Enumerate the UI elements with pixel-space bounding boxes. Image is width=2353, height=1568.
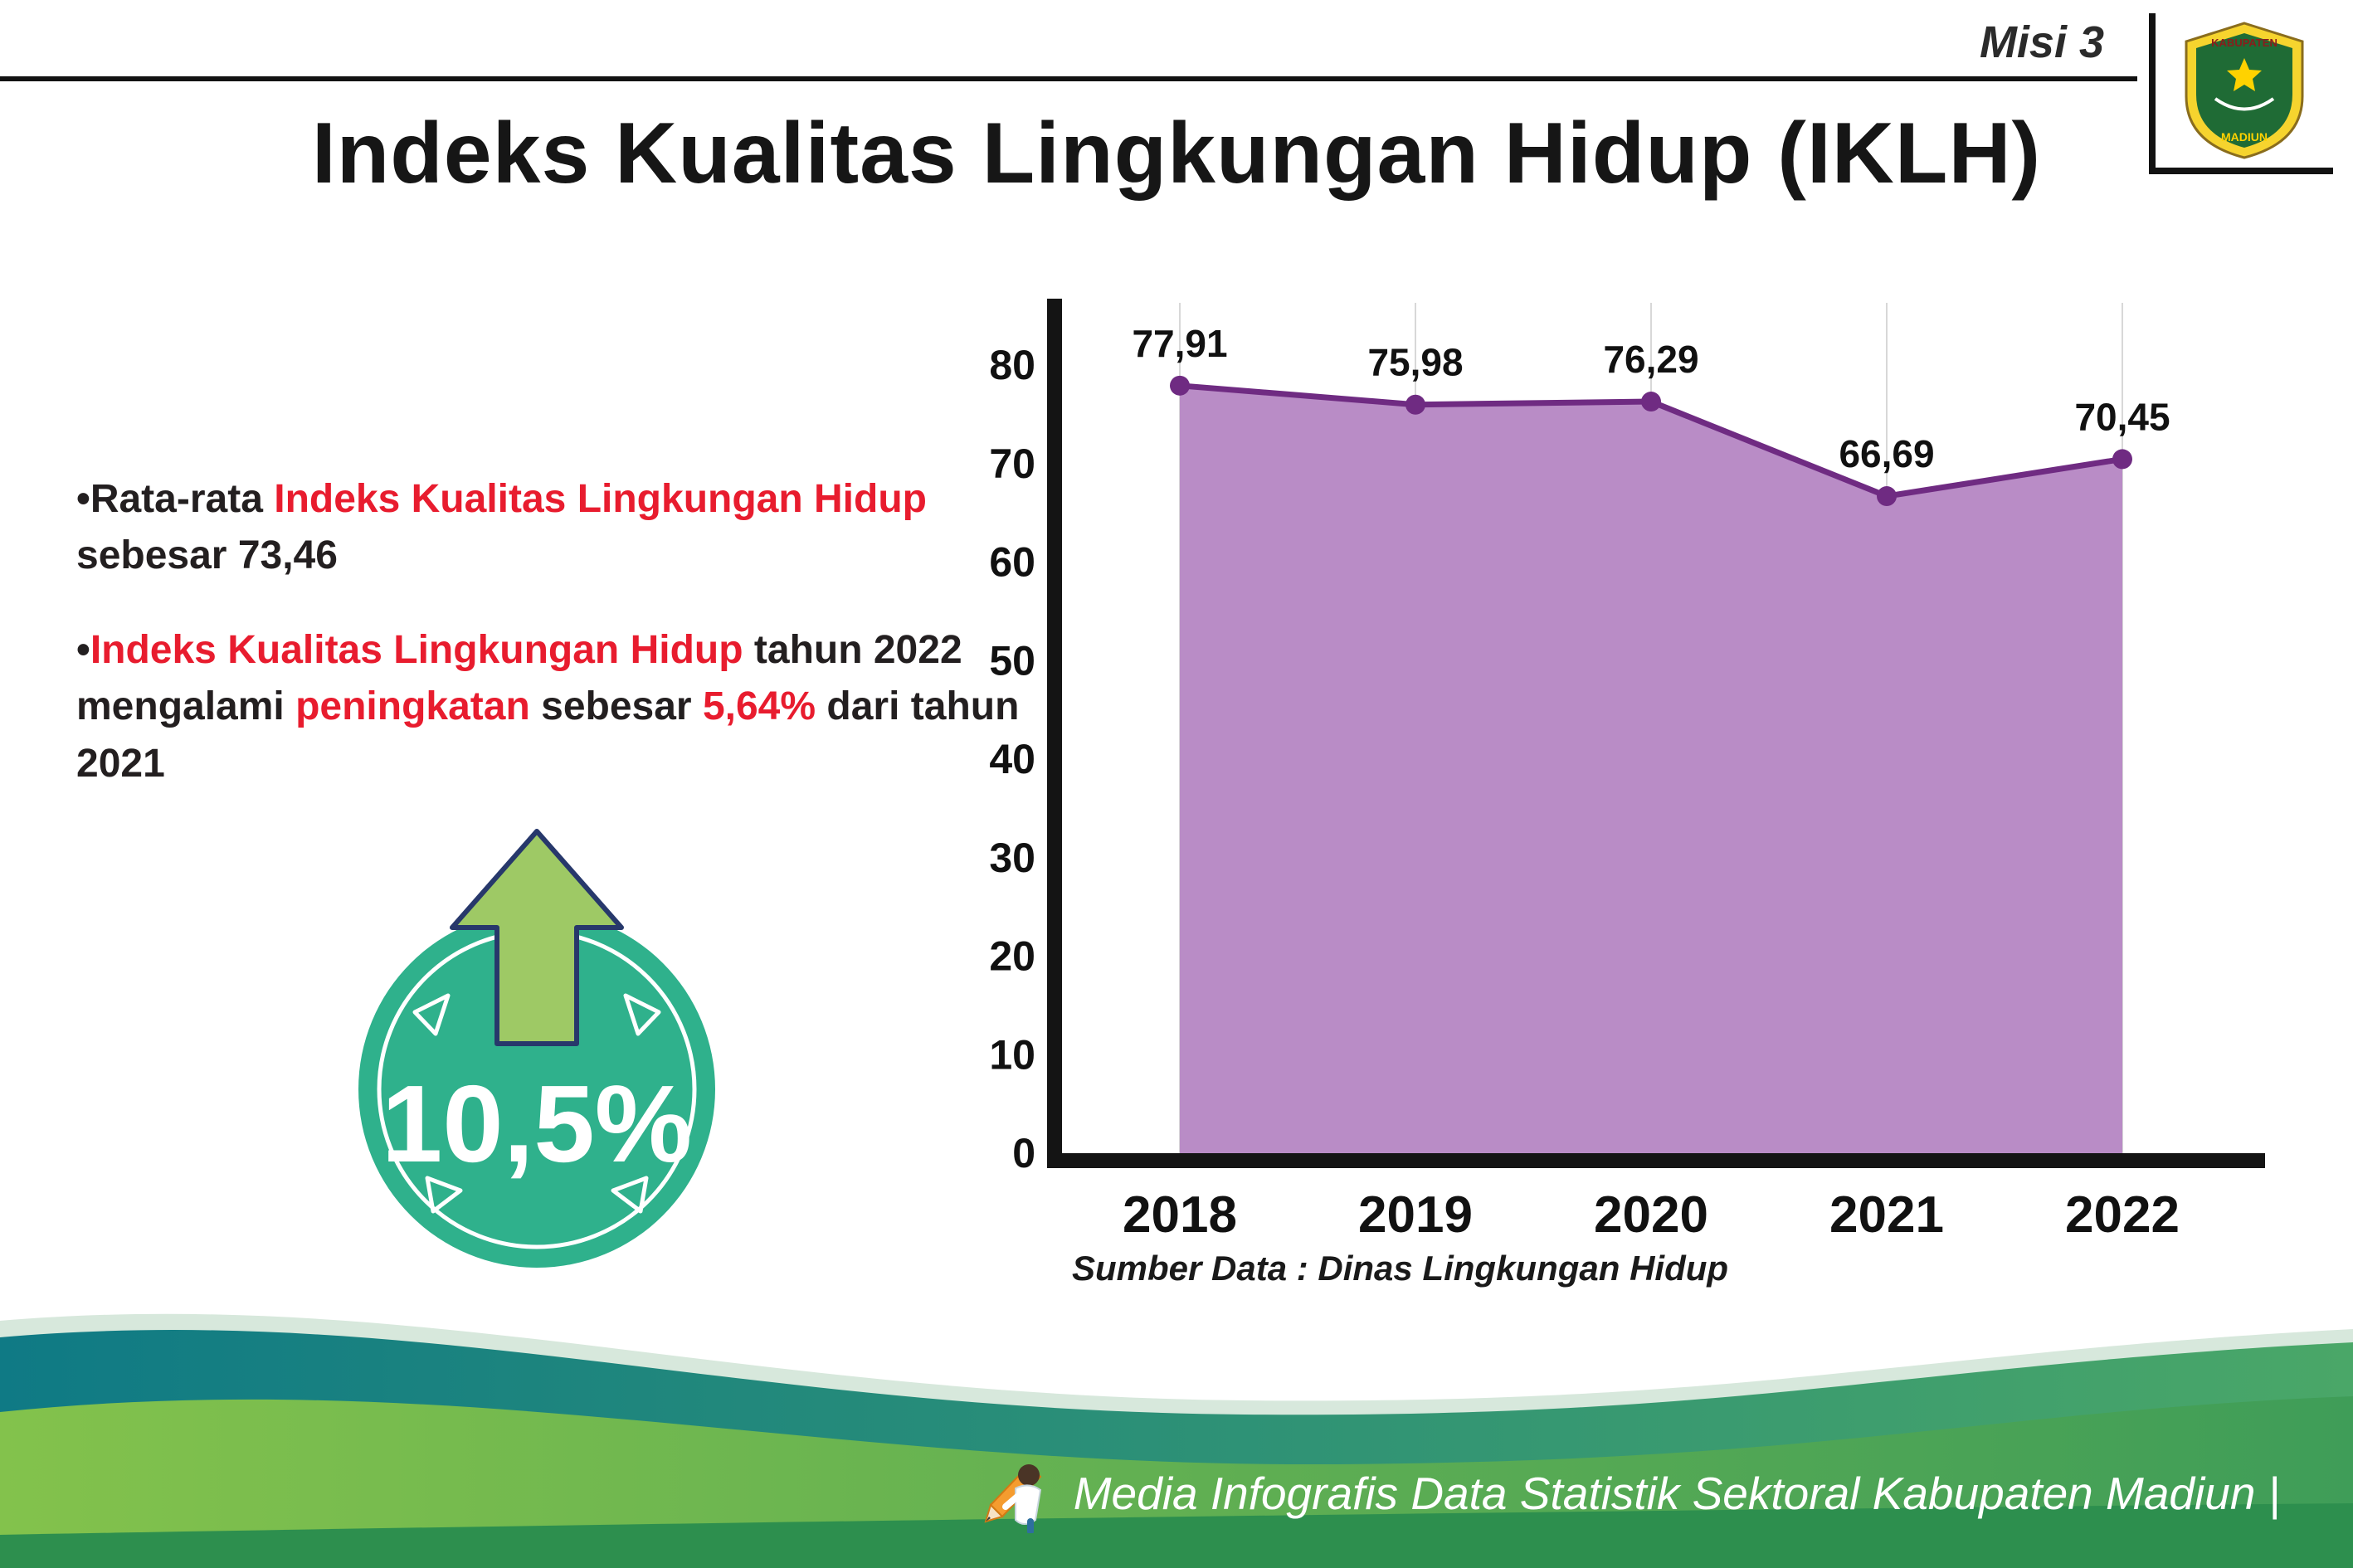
point-value-label: 76,29 xyxy=(1603,338,1698,381)
growth-badge: 10,5% xyxy=(329,820,744,1280)
y-axis-bar xyxy=(1047,299,1062,1168)
iklh-area-chart: 77,91 75,98 76,29 66,69 70,45 0 10 20 30 40 50 60 70… xyxy=(938,290,2265,1269)
x-category-label: 2018 xyxy=(1123,1186,1237,1244)
x-category-label: 2019 xyxy=(1358,1186,1473,1244)
data-point xyxy=(1405,394,1425,415)
bullet2-percentage: 5,64% xyxy=(702,684,816,729)
y-tick-label: 50 xyxy=(989,637,1035,684)
x-category-label: 2021 xyxy=(1829,1186,1944,1244)
bullet-average-iklh: •Rata-rata Indeks Kualitas Lingkungan Hi… xyxy=(76,471,1064,584)
badge-tick-lower-left xyxy=(425,1176,463,1214)
footer-credit: Media Infografis Data Statistik Sektoral… xyxy=(981,1454,2280,1533)
bullet1-text: Rata-rata xyxy=(90,477,275,521)
footer-credit-text: Media Infografis Data Statistik Sektoral… xyxy=(1073,1468,2280,1519)
y-tick-label: 0 xyxy=(1012,1130,1035,1176)
data-point xyxy=(1877,486,1897,507)
mascot-icon xyxy=(984,1463,1042,1533)
y-tick-label: 30 xyxy=(989,835,1035,881)
area-fill xyxy=(1180,385,2122,1154)
misi-label: Misi 3 xyxy=(1979,17,2104,67)
bullet2-highlight1: Indeks Kualitas Lingkungan Hidup xyxy=(90,628,743,673)
growth-badge-graphic: 10,5% xyxy=(358,829,715,1268)
y-tick-label: 40 xyxy=(989,736,1035,782)
y-tick-label: 10 xyxy=(989,1031,1035,1078)
data-point xyxy=(1641,392,1661,412)
point-value-label: 75,98 xyxy=(1367,341,1463,384)
kabupaten-madiun-logo: KABUPATEN MADIUN xyxy=(2149,13,2333,174)
page-title: Indeks Kualitas Lingkungan Hidup (IKLH) xyxy=(311,105,2042,202)
badge-tick-upper-left xyxy=(412,993,451,1036)
logo-bottom-text: MADIUN xyxy=(2221,130,2268,144)
bullet1-value: sebesar 73,46 xyxy=(76,533,338,578)
bullet-marker: • xyxy=(76,477,90,521)
shield-logo-icon: KABUPATEN MADIUN xyxy=(2185,22,2304,159)
bullet-marker: • xyxy=(76,628,90,673)
x-axis-bar xyxy=(1047,1153,2265,1168)
badge-tick-upper-right xyxy=(623,993,661,1036)
bullet1-highlight: Indeks Kualitas Lingkungan Hidup xyxy=(274,477,927,521)
bullet-increase-iklh: •Indeks Kualitas Lingkungan Hidup tahun … xyxy=(76,622,1064,791)
data-source-caption: Sumber Data : Dinas Lingkungan Hidup xyxy=(1072,1249,1729,1288)
bullet2-text2: sebesar xyxy=(529,684,703,729)
header-rule xyxy=(0,76,2137,81)
y-tick-label: 60 xyxy=(989,539,1035,586)
badge-tick-lower-right xyxy=(611,1176,649,1214)
x-category-label: 2020 xyxy=(1594,1186,1708,1244)
point-value-label: 77,91 xyxy=(1132,322,1227,365)
y-tick-label: 70 xyxy=(989,441,1035,487)
up-arrow-icon xyxy=(450,829,624,1046)
y-tick-label: 20 xyxy=(989,933,1035,980)
badge-percentage-value: 10,5% xyxy=(382,1063,692,1185)
data-point xyxy=(2112,449,2132,470)
wave-bottom-band xyxy=(0,1503,2353,1568)
bullet2-text1: tahun 2022 mengalami xyxy=(76,628,962,729)
data-point xyxy=(1170,375,1190,396)
point-value-label: 70,45 xyxy=(2074,395,2170,438)
bullet2-text3: dari tahun 2021 xyxy=(76,684,1020,786)
logo-top-text: KABUPATEN xyxy=(2211,37,2277,49)
x-category-label: 2022 xyxy=(2065,1186,2180,1244)
bullet2-highlight2: peningkatan xyxy=(295,684,530,729)
summary-bullets: •Rata-rata Indeks Kualitas Lingkungan Hi… xyxy=(76,471,1064,792)
footer-waves xyxy=(0,1313,2353,1568)
point-value-label: 66,69 xyxy=(1839,432,1934,475)
y-tick-label: 80 xyxy=(989,342,1035,388)
chart-canvas: 77,91 75,98 76,29 66,69 70,45 0 10 20 30 40 50 60 70… xyxy=(989,299,2265,1244)
